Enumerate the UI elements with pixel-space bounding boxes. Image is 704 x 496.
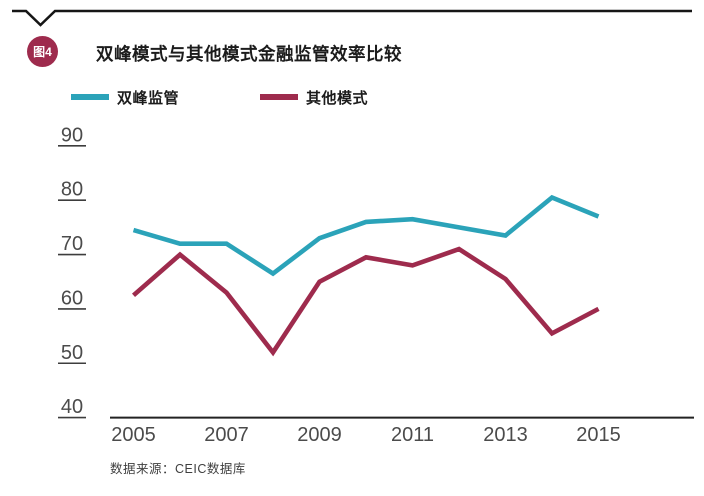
y-axis-tick-label: 60 (61, 287, 83, 309)
series-twin-peaks-line (132, 194, 600, 277)
legend-label-twin-peaks: 双峰监管 (117, 89, 180, 107)
x-axis-tick-label: 2009 (297, 424, 342, 446)
legend-swatch-twin-peaks (71, 94, 109, 100)
legend-label-other-models: 其他模式 (306, 89, 369, 107)
legend-item-other-models: 其他模式 (260, 88, 369, 107)
y-axis-tick-label: 40 (61, 396, 83, 418)
series-other-models-line (131, 246, 600, 357)
legend-item-twin-peaks: 双峰监管 (71, 88, 180, 107)
y-axis-tick-label: 50 (61, 342, 83, 364)
x-axis-tick-label: 2007 (204, 424, 249, 446)
x-axis-tick-label: 2013 (483, 424, 528, 446)
source-note: 数据来源：CEIC数据库 (110, 462, 246, 476)
legend-swatch-other-models (260, 94, 298, 100)
y-axis-tick-label: 70 (61, 233, 83, 255)
x-axis-tick-label: 2015 (576, 424, 621, 446)
y-axis-tick-label: 90 (61, 124, 83, 146)
x-axis-tick-label: 2005 (111, 424, 156, 446)
top-border-decoration (12, 9, 692, 27)
x-axis-tick-label: 2011 (391, 424, 434, 446)
figure-title: 双峰模式与其他模式金融监管效率比较 (96, 44, 402, 64)
y-axis-tick-label: 80 (61, 179, 83, 201)
figure-number-badge: 图4 (27, 36, 58, 67)
top-border-path (12, 9, 692, 27)
